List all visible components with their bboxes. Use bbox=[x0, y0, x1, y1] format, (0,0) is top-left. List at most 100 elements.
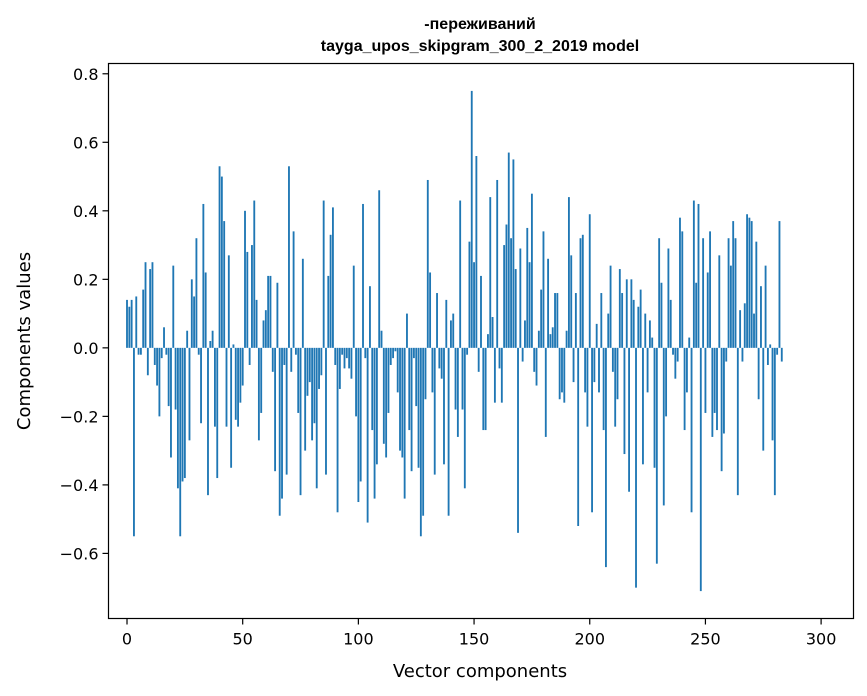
bar-component-172 bbox=[524, 320, 526, 348]
bar-component-278 bbox=[769, 344, 772, 348]
bar-component-51 bbox=[244, 210, 246, 348]
bar-component-276 bbox=[764, 265, 767, 348]
bar-component-256 bbox=[718, 255, 721, 348]
bar-component-87 bbox=[327, 275, 330, 348]
bar-component-234 bbox=[667, 248, 670, 348]
bar-component-277 bbox=[766, 347, 769, 365]
bar-component-182 bbox=[547, 258, 550, 348]
bar-component-254 bbox=[713, 347, 716, 413]
bar-component-220 bbox=[635, 347, 637, 588]
bar-component-106 bbox=[371, 347, 374, 431]
bar-component-68 bbox=[283, 347, 286, 365]
bar-component-251 bbox=[706, 272, 709, 348]
bar-component-137 bbox=[443, 347, 445, 465]
bar-component-81 bbox=[313, 347, 316, 424]
bar-component-57 bbox=[257, 347, 260, 441]
bar-component-58 bbox=[260, 347, 263, 413]
bar-component-8 bbox=[144, 262, 147, 348]
y-tick-label: −0.6 bbox=[60, 544, 99, 563]
bar-component-103 bbox=[364, 347, 367, 359]
bar-component-159 bbox=[493, 347, 496, 403]
bar-component-123 bbox=[410, 347, 413, 472]
bar-component-169 bbox=[517, 347, 519, 533]
bar-component-6 bbox=[139, 347, 142, 355]
bar-component-164 bbox=[505, 224, 508, 348]
bar-component-227 bbox=[651, 337, 654, 348]
bar-component-143 bbox=[456, 347, 459, 437]
y-tick-label: 0.0 bbox=[73, 339, 98, 358]
bar-component-149 bbox=[470, 90, 473, 348]
bar-component-59 bbox=[262, 320, 265, 348]
bar-component-5 bbox=[137, 347, 140, 355]
y-axis-title: Components values bbox=[14, 252, 35, 430]
bar-component-99 bbox=[355, 347, 357, 417]
bar-component-231 bbox=[660, 282, 663, 348]
bar-component-265 bbox=[739, 310, 742, 348]
bar-component-232 bbox=[662, 347, 665, 506]
bar-component-136 bbox=[440, 347, 443, 379]
bar-component-197 bbox=[581, 234, 584, 348]
bar-component-168 bbox=[514, 269, 517, 348]
bar-component-148 bbox=[468, 241, 471, 348]
bar-component-139 bbox=[447, 347, 450, 516]
bar-component-75 bbox=[299, 347, 302, 496]
bar-component-34 bbox=[204, 272, 207, 348]
bar-component-76 bbox=[301, 258, 304, 348]
bar-component-266 bbox=[741, 347, 744, 362]
bar-component-120 bbox=[403, 347, 406, 499]
bar-component-125 bbox=[415, 347, 418, 407]
bar-component-269 bbox=[748, 217, 751, 348]
bar-component-166 bbox=[510, 238, 512, 348]
bar-component-247 bbox=[697, 203, 700, 348]
bar-component-72 bbox=[292, 231, 295, 348]
bar-component-11 bbox=[151, 262, 154, 348]
x-tick-label: 250 bbox=[690, 630, 721, 649]
bar-component-60 bbox=[264, 310, 267, 348]
bar-component-74 bbox=[297, 347, 300, 413]
bar-component-63 bbox=[271, 347, 274, 372]
y-tick-label: 0.6 bbox=[73, 133, 98, 152]
x-axis-ticks: 0 50 100 150 200 250 300 bbox=[122, 618, 836, 649]
bar-component-150 bbox=[473, 262, 475, 348]
bar-component-56 bbox=[255, 299, 258, 348]
bar-component-61 bbox=[267, 275, 270, 348]
bar-component-90 bbox=[334, 347, 337, 365]
bar-component-246 bbox=[695, 282, 698, 348]
bar-component-201 bbox=[591, 347, 593, 513]
bar-component-82 bbox=[315, 347, 318, 489]
bar-component-267 bbox=[743, 303, 746, 348]
bar-component-141 bbox=[452, 313, 455, 348]
y-tick-label: −0.4 bbox=[60, 476, 99, 495]
bar-component-281 bbox=[776, 347, 779, 355]
bar-component-236 bbox=[672, 347, 674, 355]
bar-component-26 bbox=[186, 330, 189, 348]
bar-component-261 bbox=[729, 265, 732, 348]
bar-component-228 bbox=[653, 347, 656, 468]
bar-component-96 bbox=[348, 347, 351, 369]
bar-component-22 bbox=[176, 347, 179, 489]
bar-component-0 bbox=[126, 299, 128, 348]
bar-component-15 bbox=[160, 347, 163, 359]
bar-component-100 bbox=[357, 347, 360, 503]
x-tick-label: 50 bbox=[233, 630, 253, 649]
bar-component-173 bbox=[526, 227, 529, 348]
bar-component-37 bbox=[211, 330, 214, 348]
bar-component-127 bbox=[419, 347, 422, 537]
x-tick-label: 100 bbox=[343, 630, 374, 649]
bar-component-178 bbox=[537, 330, 540, 348]
bar-component-83 bbox=[318, 347, 320, 389]
bar-component-14 bbox=[158, 347, 161, 417]
bar-component-190 bbox=[565, 330, 568, 348]
bar-component-122 bbox=[408, 347, 411, 431]
bar-component-10 bbox=[149, 269, 152, 348]
bar-component-241 bbox=[683, 347, 686, 431]
bar-component-41 bbox=[220, 176, 223, 348]
bar-component-156 bbox=[487, 334, 489, 348]
bar-component-114 bbox=[389, 347, 392, 365]
bar-component-79 bbox=[308, 347, 311, 383]
bar-component-129 bbox=[424, 347, 427, 400]
bar-component-207 bbox=[605, 347, 607, 568]
bar-component-110 bbox=[380, 330, 383, 348]
y-tick-label: 0.4 bbox=[73, 202, 98, 221]
bar-component-77 bbox=[304, 347, 307, 451]
